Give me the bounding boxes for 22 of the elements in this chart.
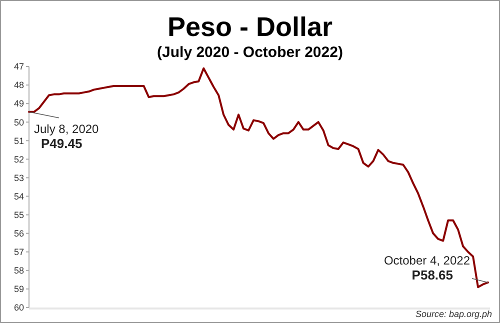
annotation: P58.65 [412,267,453,282]
y-tick-label: 50 [14,117,24,128]
source-note: Source: bap.org.ph [415,309,492,319]
y-tick-label: 59 [14,284,24,294]
chart-subtitle: (July 2020 - October 2022) [157,44,343,61]
y-tick-label: 60 [14,302,24,313]
y-tick-label: 51 [14,136,24,146]
y-tick-label: 54 [14,191,24,202]
y-tick-label: 49 [14,98,24,109]
y-tick-label: 57 [14,247,24,258]
chart-title: Peso - Dollar [167,12,334,42]
y-tick-label: 48 [14,80,24,90]
annotation: October 4, 2022 [384,253,470,268]
y-tick-label: 52 [14,154,24,164]
line-series [28,67,489,288]
y-tick-label: 56 [14,228,24,238]
annotation: P49.45 [41,136,82,151]
y-tick-label: 55 [14,210,24,220]
y-tick-label: 53 [14,172,24,183]
y-tick-label: 58 [14,266,24,276]
annotation: July 8, 2020 [34,122,100,136]
y-tick-label: 47 [14,62,24,72]
